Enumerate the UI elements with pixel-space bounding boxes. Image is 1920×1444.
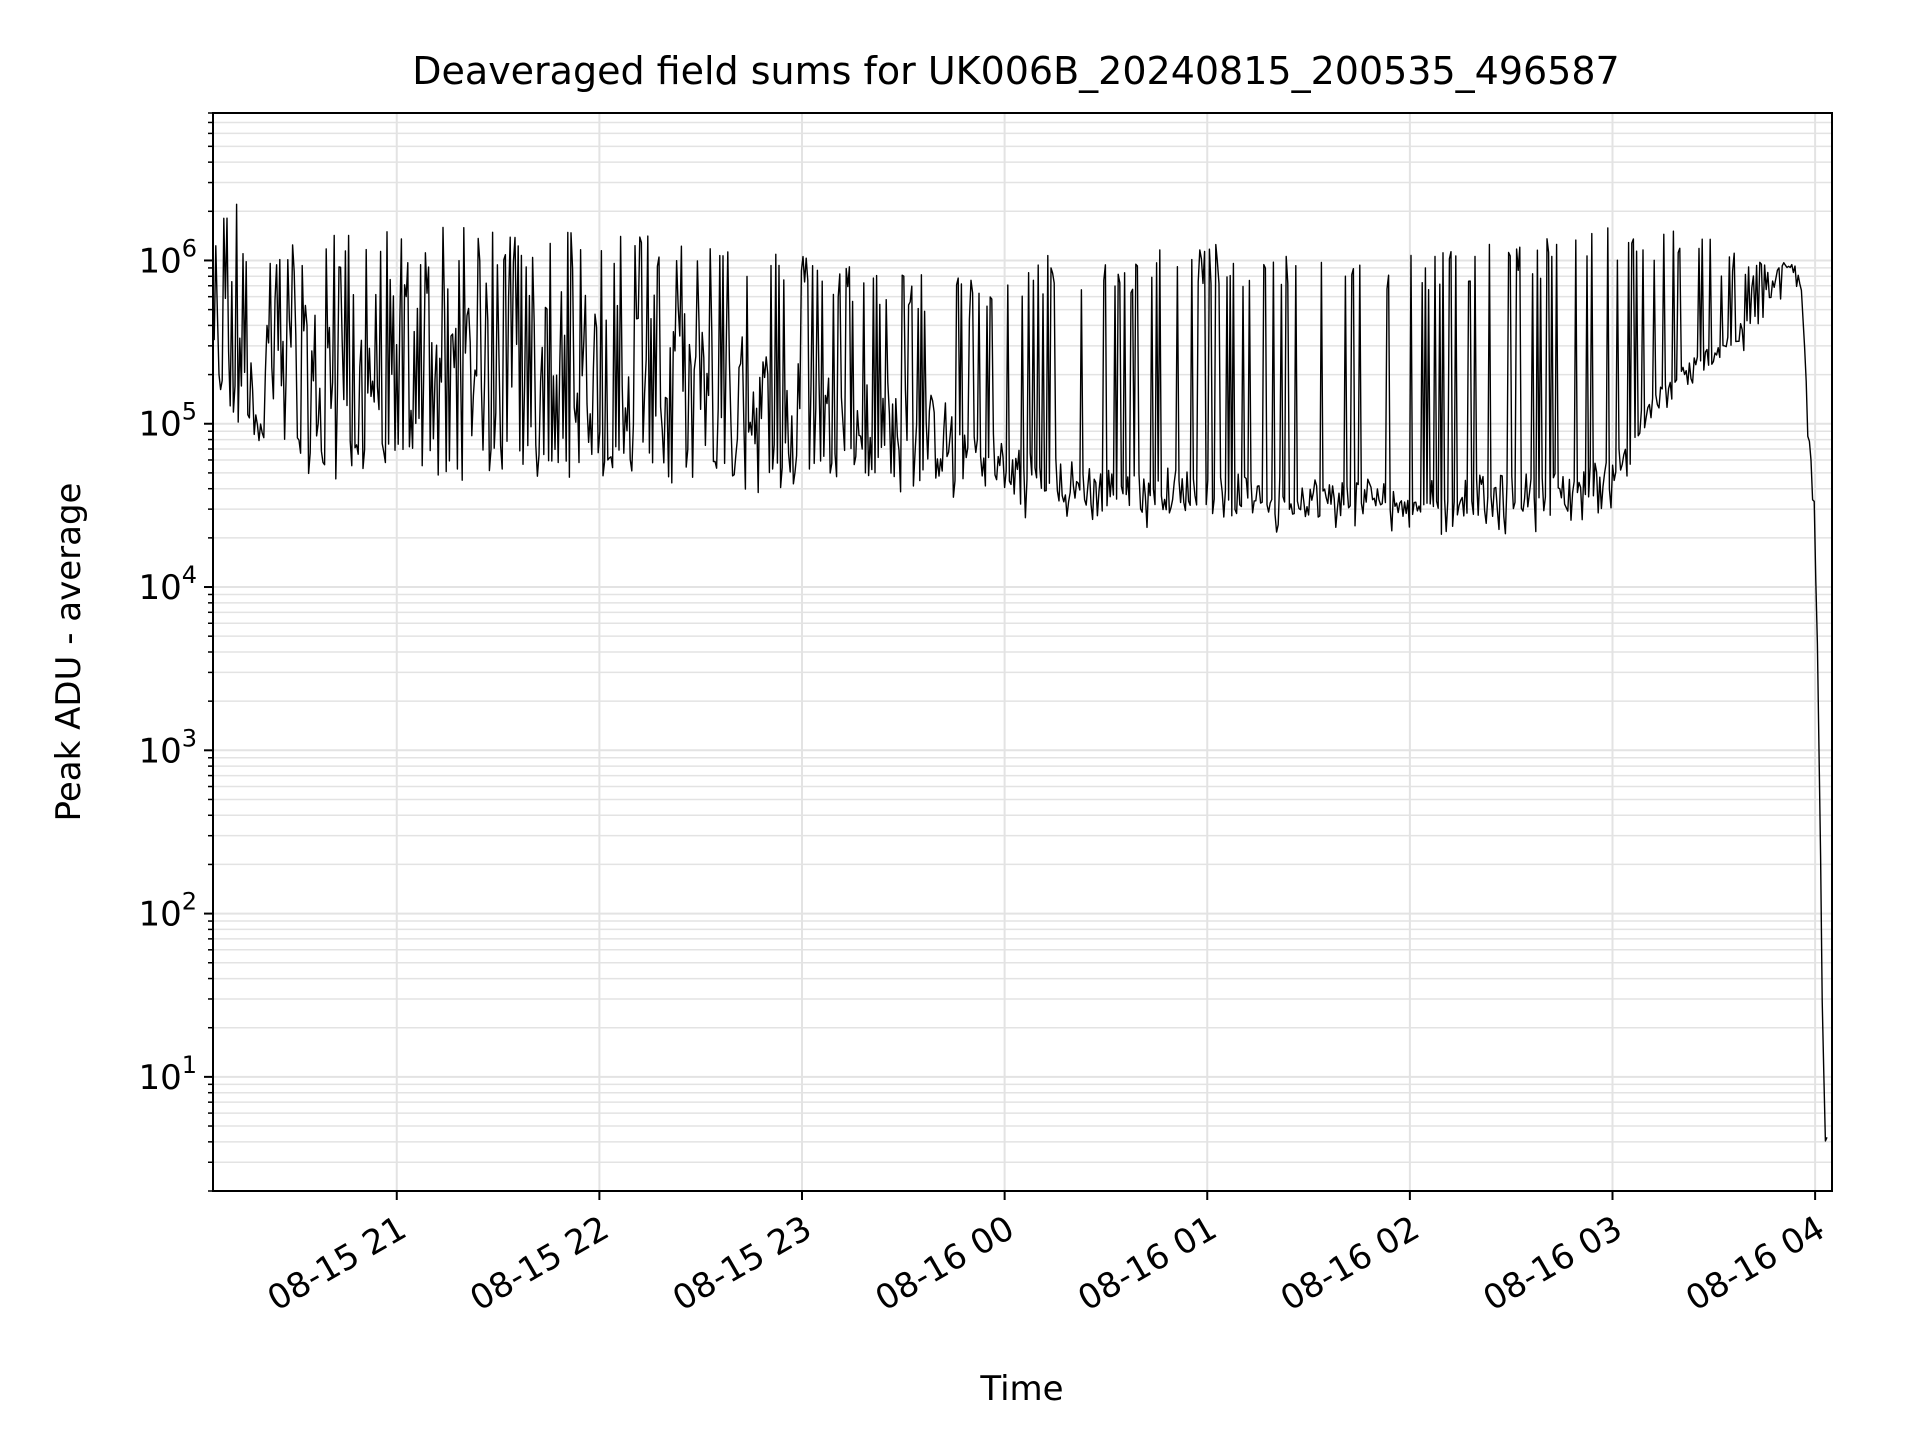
series-line: [213, 203, 1828, 1142]
y-tick-label: 104: [138, 561, 197, 608]
y-tick-label: 103: [138, 724, 197, 771]
y-tick-label: 105: [138, 398, 197, 445]
y-tick-label: 101: [138, 1051, 197, 1098]
y-axis-label: Peak ADU - average: [49, 483, 89, 822]
chart-title: Deaveraged field sums for UK006B_2024081…: [412, 49, 1619, 93]
y-tick-label: 106: [138, 234, 197, 281]
grid-layer: [213, 112, 1832, 1192]
data-layer: [213, 203, 1828, 1142]
y-tick-label: 102: [138, 888, 197, 935]
x-axis-label: Time: [979, 1369, 1063, 1409]
